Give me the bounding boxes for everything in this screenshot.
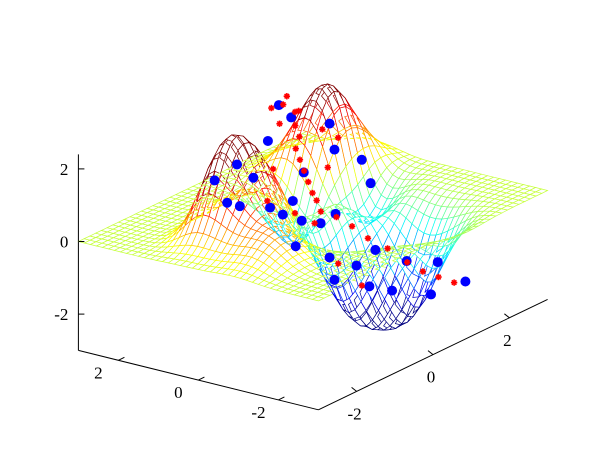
red-star-point	[435, 273, 442, 281]
x-tick	[427, 350, 434, 355]
red-star-point	[317, 208, 325, 215]
blue-point	[387, 285, 398, 296]
red-star-point	[324, 164, 331, 171]
red-star-point	[404, 259, 411, 266]
red-star-point	[300, 167, 308, 175]
blue-point	[426, 289, 437, 300]
red-star-point	[348, 223, 356, 230]
red-star-point	[268, 104, 275, 112]
blue-point	[356, 154, 367, 165]
axis-ticks: -2 0 2 -2 0 2 -2 0 2	[54, 160, 511, 424]
mesh-cell	[534, 188, 549, 194]
x-tick-label: 2	[503, 331, 512, 350]
red-star-point	[292, 122, 299, 129]
blue-point	[329, 274, 340, 285]
y-tick	[278, 396, 285, 401]
red-star-point	[295, 107, 302, 115]
red-star-point	[291, 209, 299, 217]
x-tick-label: -2	[348, 404, 362, 423]
blue-point	[324, 252, 335, 263]
blue-point	[296, 215, 307, 226]
blue-point	[364, 281, 375, 292]
red-star-point	[280, 101, 287, 108]
blue-point	[432, 257, 443, 268]
blue-point	[232, 159, 242, 170]
red-star-point	[334, 134, 342, 141]
red-star-point	[305, 178, 312, 186]
y-tick	[198, 376, 205, 381]
red-star-point	[309, 189, 316, 197]
red-star-point	[296, 156, 304, 163]
y-tick-label: -2	[251, 403, 265, 422]
red-star-point	[276, 120, 283, 127]
y-tick	[118, 356, 125, 361]
blue-point	[324, 118, 335, 129]
y-tick-label: 0	[174, 383, 183, 402]
red-star-point	[450, 279, 458, 286]
data-points	[209, 93, 471, 300]
blue-point	[209, 175, 220, 186]
blue-point	[248, 172, 259, 183]
x-tick	[351, 387, 357, 392]
red-star-point	[333, 213, 340, 221]
x-tick-label: 0	[427, 368, 436, 387]
blue-point	[290, 241, 301, 252]
z-tick-label: 2	[60, 160, 69, 179]
red-star-point	[264, 197, 271, 205]
blue-point	[370, 244, 381, 255]
blue-point	[262, 135, 273, 146]
blue-point	[265, 202, 276, 213]
blue-point	[351, 260, 362, 271]
red-star-point	[384, 245, 391, 252]
blue-point	[222, 197, 233, 208]
red-star-point	[419, 268, 427, 275]
blue-point	[315, 218, 326, 229]
red-star-point	[269, 165, 277, 173]
red-star-point	[292, 145, 299, 152]
red-star-point	[358, 282, 366, 289]
red-star-point	[311, 220, 318, 227]
red-star-point	[313, 197, 320, 204]
blue-point	[460, 276, 471, 287]
x-tick	[504, 313, 510, 319]
surface-mesh	[77, 83, 549, 331]
blue-point	[277, 209, 288, 220]
blue-point	[286, 112, 297, 123]
blue-point	[234, 201, 245, 212]
z-tick-label: 0	[60, 233, 69, 252]
red-star-point	[335, 260, 342, 267]
red-star-point	[364, 235, 372, 242]
blue-point	[365, 178, 376, 189]
red-star-point	[319, 126, 326, 133]
blue-point	[287, 195, 298, 206]
z-tick-label: -2	[54, 305, 68, 324]
y-tick-label: 2	[94, 363, 103, 382]
blue-point	[329, 144, 340, 155]
red-star-point	[296, 133, 303, 140]
red-star-point	[283, 93, 291, 100]
